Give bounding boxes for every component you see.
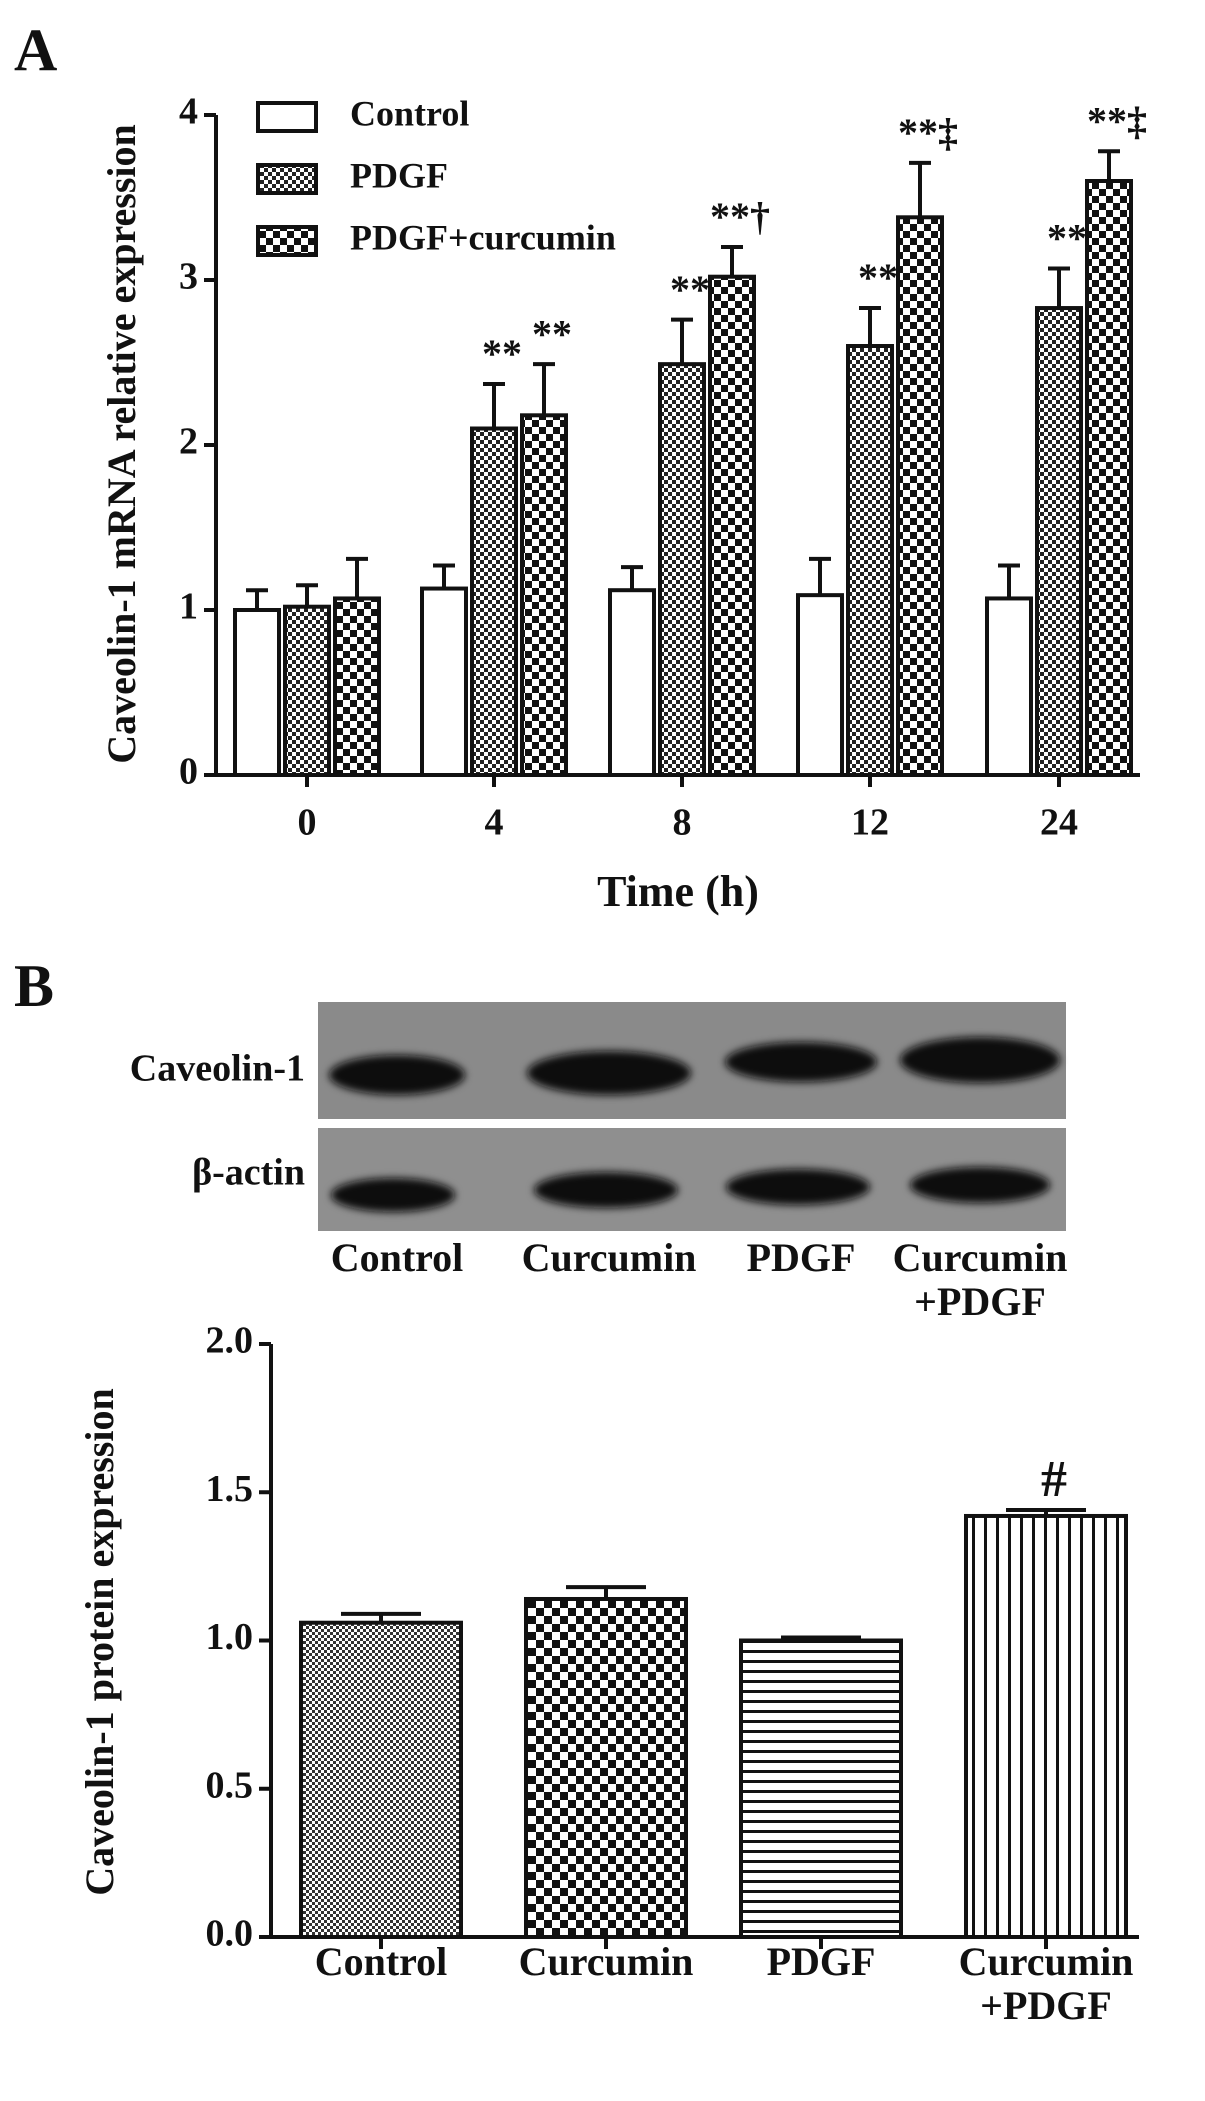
blot-lane-label: Curcumin: [521, 1235, 697, 1280]
panel-label: A: [14, 17, 57, 83]
bar: [985, 596, 1033, 778]
panel-label: B: [14, 953, 54, 1019]
blot-lane-label: Curcumin +PDGF: [892, 1235, 1068, 1324]
y-tick-label: 3: [179, 256, 198, 298]
blot-lane-label: PDGF: [746, 1235, 856, 1280]
x-tick-label: 0: [298, 802, 317, 844]
annotation: **: [858, 255, 898, 300]
legend-swatch: [256, 163, 318, 195]
y-axis-label: Caveolin-1 protein expression: [77, 1388, 122, 1895]
annotation: #: [1041, 1451, 1067, 1508]
bar: [333, 596, 381, 778]
bar: [299, 1620, 463, 1939]
x-tick-label: Control: [314, 1939, 448, 1984]
x-tick-label: 24: [1040, 802, 1078, 844]
y-tick-label: 4: [179, 91, 198, 133]
annotation: **: [1047, 216, 1087, 261]
annotation: **: [670, 267, 710, 312]
legend-label: PDGF+curcumin: [350, 217, 616, 257]
y-tick-label: 1.0: [206, 1616, 254, 1658]
blot-lane-label: Control: [330, 1235, 464, 1280]
y-axis-label: Caveolin-1 mRNA relative expression: [99, 124, 144, 764]
blot-row-label: β-actin: [192, 1152, 305, 1194]
annotation: **: [482, 331, 522, 376]
y-tick-label: 2.0: [206, 1320, 254, 1362]
y-tick-label: 0: [179, 751, 198, 793]
y-tick-label: 0.5: [206, 1764, 254, 1806]
bar: [1035, 306, 1083, 777]
bar: [708, 274, 756, 777]
y-tick-label: 0.0: [206, 1913, 254, 1955]
bar: [964, 1513, 1128, 1939]
bar: [283, 604, 331, 778]
blot-row-label: Caveolin-1: [130, 1048, 305, 1090]
annotation: **: [532, 311, 572, 356]
bar: [420, 586, 468, 777]
x-tick-label: PDGF: [766, 1939, 876, 1984]
x-tick-label: Curcumin +PDGF: [958, 1939, 1134, 2028]
legend-label: PDGF: [350, 155, 448, 195]
y-tick-label: 2: [179, 421, 198, 463]
bar: [1085, 179, 1133, 777]
y-tick-label: 1.5: [206, 1468, 254, 1510]
annotation: **‡: [1087, 98, 1147, 143]
bar: [520, 413, 568, 777]
x-tick-label: 12: [851, 802, 889, 844]
bar: [739, 1638, 903, 1939]
legend-label: Control: [350, 93, 469, 133]
bar: [524, 1596, 688, 1939]
bar: [896, 215, 944, 778]
x-tick-label: 8: [673, 802, 692, 844]
x-tick-label: 4: [485, 802, 504, 844]
y-tick-label: 1: [179, 586, 198, 628]
legend-swatch: [256, 225, 318, 257]
annotation: **‡: [898, 110, 958, 155]
x-axis-label: Time (h): [597, 867, 759, 916]
bar: [233, 608, 281, 777]
bar: [796, 593, 844, 778]
bar: [658, 362, 706, 777]
bar: [608, 588, 656, 778]
annotation: **†: [710, 194, 770, 239]
legend-swatch: [256, 101, 318, 133]
bar: [470, 426, 518, 777]
blot: [318, 1002, 1066, 1231]
bar: [846, 344, 894, 777]
x-tick-label: Curcumin: [518, 1939, 694, 1984]
